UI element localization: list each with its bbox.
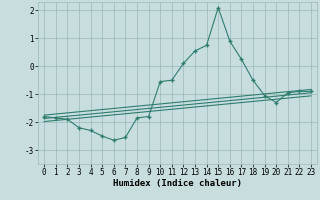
X-axis label: Humidex (Indice chaleur): Humidex (Indice chaleur): [113, 179, 242, 188]
